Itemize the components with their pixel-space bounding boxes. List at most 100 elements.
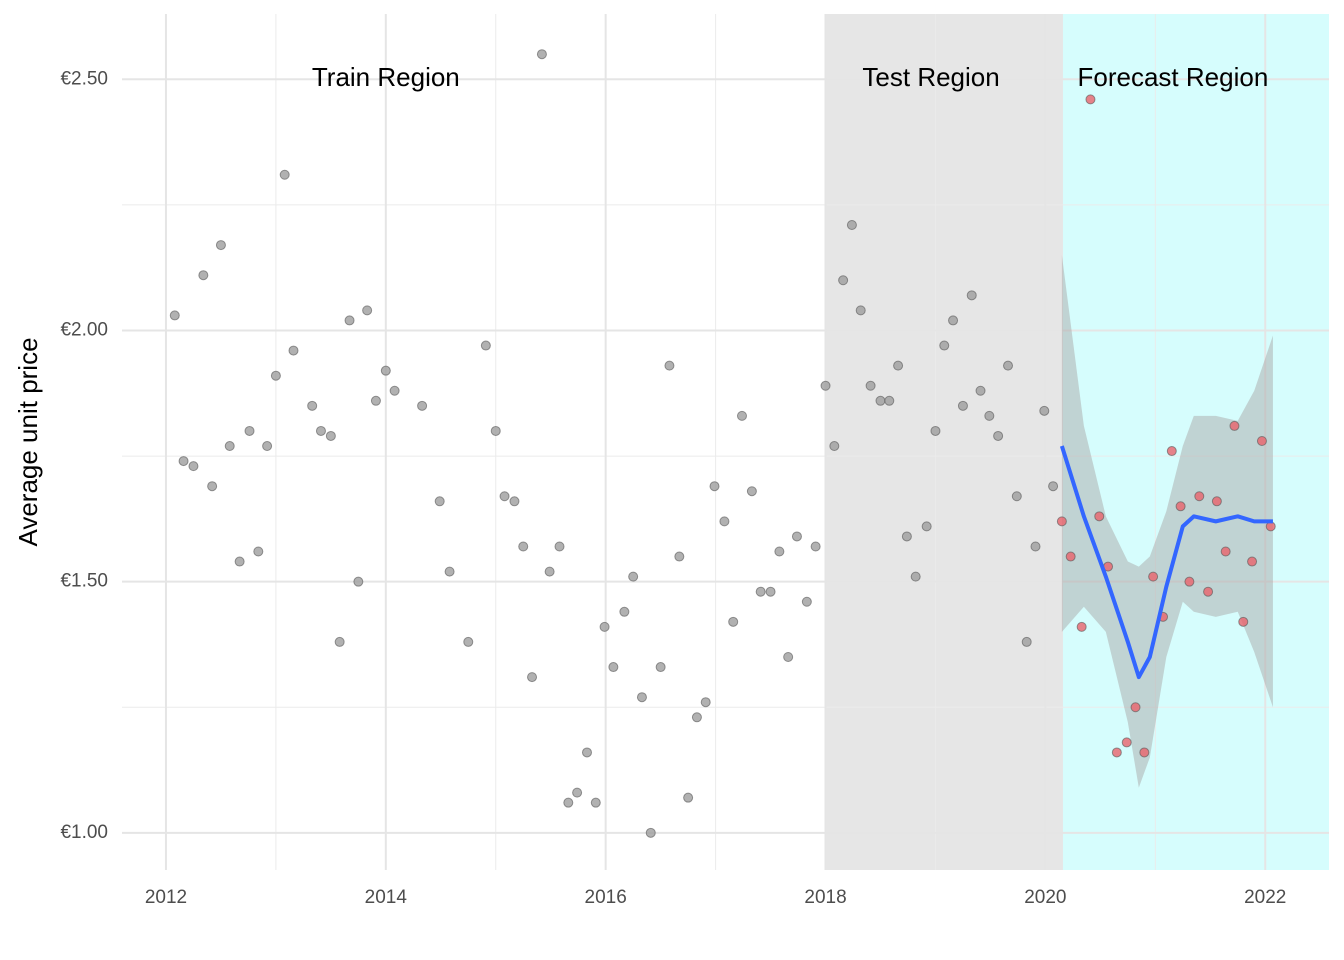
data-point	[1076, 621, 1087, 632]
region-label: Train Region	[312, 62, 460, 92]
data-point	[353, 576, 364, 587]
data-point	[1111, 747, 1122, 758]
data-point	[939, 340, 950, 351]
data-point	[801, 596, 812, 607]
data-point	[590, 797, 601, 808]
data-point	[948, 315, 959, 326]
data-point	[262, 441, 273, 452]
data-point	[1247, 556, 1258, 567]
data-point	[683, 792, 694, 803]
data-point	[307, 400, 318, 411]
data-point	[499, 491, 510, 502]
data-point	[1139, 747, 1150, 758]
data-point	[774, 546, 785, 557]
data-point	[957, 400, 968, 411]
data-point	[370, 395, 381, 406]
data-point	[1048, 481, 1059, 492]
data-point	[829, 441, 840, 452]
data-point	[380, 365, 391, 376]
data-point	[518, 541, 529, 552]
data-point	[389, 385, 400, 396]
y-tick-label: €1.50	[60, 571, 108, 592]
data-point	[572, 787, 583, 798]
data-point	[325, 430, 336, 441]
data-point	[178, 456, 189, 467]
data-point	[1021, 636, 1032, 647]
data-point	[846, 219, 857, 230]
data-point	[1194, 491, 1205, 502]
y-tick-label: €1.00	[60, 822, 108, 843]
data-point	[463, 636, 474, 647]
data-point	[253, 546, 264, 557]
data-point	[820, 380, 831, 391]
data-point	[746, 486, 757, 497]
data-point	[875, 395, 886, 406]
data-point	[993, 430, 1004, 441]
data-point	[1121, 737, 1132, 748]
data-point	[884, 395, 895, 406]
confidence-band	[1061, 255, 1273, 788]
data-point	[966, 290, 977, 301]
data-point	[1203, 586, 1214, 597]
data-point	[344, 315, 355, 326]
data-point	[810, 541, 821, 552]
data-point	[1056, 516, 1067, 527]
data-point	[893, 360, 904, 371]
data-point	[700, 697, 711, 708]
data-point	[655, 662, 666, 673]
data-point	[1211, 496, 1222, 507]
data-point	[224, 441, 235, 452]
data-point	[1175, 501, 1186, 512]
data-point	[444, 566, 455, 577]
data-point	[480, 340, 491, 351]
data-point	[279, 169, 290, 180]
data-point	[691, 712, 702, 723]
data-point	[334, 636, 345, 647]
data-point	[1003, 360, 1014, 371]
data-point	[1256, 435, 1267, 446]
data-point	[930, 425, 941, 436]
data-point	[765, 586, 776, 597]
data-point	[921, 521, 932, 532]
region-label: Forecast Region	[1078, 62, 1269, 92]
data-point	[536, 49, 547, 60]
data-point	[901, 531, 912, 542]
data-point	[1130, 702, 1141, 713]
data-point	[169, 310, 180, 321]
data-point	[1166, 446, 1177, 457]
data-point	[1220, 546, 1231, 557]
data-point	[1030, 541, 1041, 552]
data-point	[736, 410, 747, 421]
data-point	[188, 461, 199, 472]
data-point	[1148, 571, 1159, 582]
region	[825, 14, 1063, 870]
data-point	[1085, 94, 1096, 105]
data-point	[910, 571, 921, 582]
data-point	[975, 385, 986, 396]
data-point	[509, 496, 520, 507]
smooth-line	[1059, 445, 1273, 680]
x-tick-label: 2018	[804, 887, 846, 908]
data-point	[544, 566, 555, 577]
data-point	[645, 827, 656, 838]
data-point	[270, 370, 281, 381]
data-point	[1065, 551, 1076, 562]
y-tick-label: €2.50	[60, 68, 108, 89]
data-point	[628, 571, 639, 582]
data-point	[1039, 405, 1050, 416]
data-point	[1011, 491, 1022, 502]
data-point	[599, 621, 610, 632]
y-tick-label: €2.00	[60, 319, 108, 340]
data-point	[490, 425, 501, 436]
data-point	[664, 360, 675, 371]
data-point	[527, 672, 538, 683]
data-point	[563, 797, 574, 808]
data-point	[215, 240, 226, 251]
data-point	[608, 662, 619, 673]
data-point	[791, 531, 802, 542]
data-point	[674, 551, 685, 562]
data-point	[709, 481, 720, 492]
data-point	[288, 345, 299, 356]
data-point	[728, 616, 739, 627]
data-point	[984, 410, 995, 421]
